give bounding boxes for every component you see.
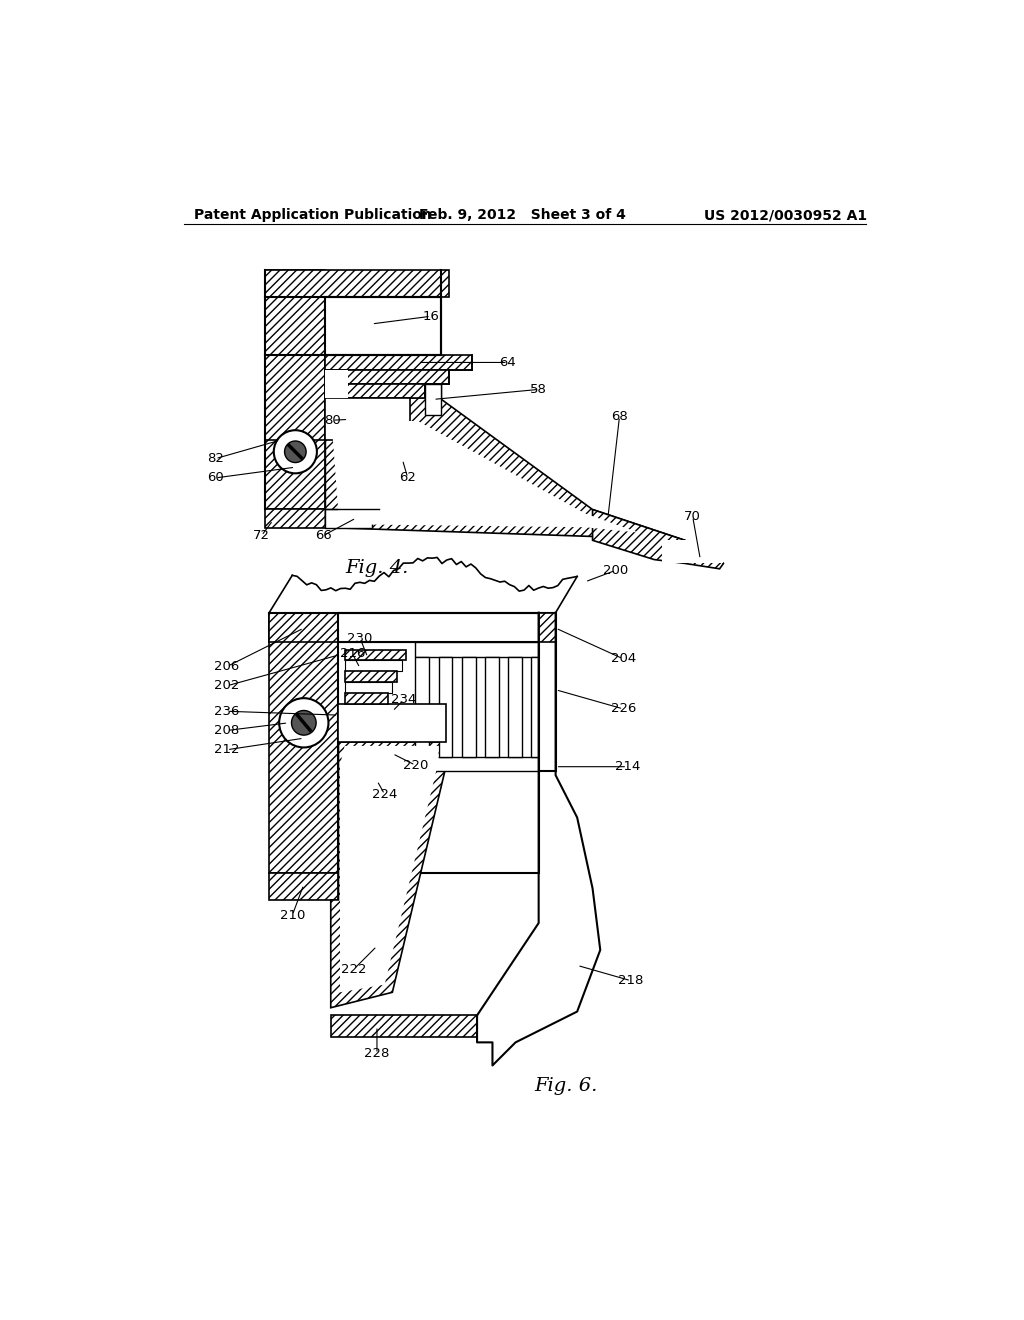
Circle shape [280, 698, 329, 747]
Bar [269, 612, 539, 642]
Polygon shape [332, 421, 639, 533]
Text: 16: 16 [423, 310, 439, 323]
Bar [508, 657, 521, 758]
Text: 82: 82 [207, 453, 223, 465]
Text: Fig. 6.: Fig. 6. [534, 1077, 597, 1096]
Bar [345, 649, 407, 660]
Text: 66: 66 [314, 529, 332, 543]
Bar [438, 657, 453, 758]
Polygon shape [326, 397, 685, 552]
Text: US 2012/0030952 A1: US 2012/0030952 A1 [705, 209, 867, 223]
Bar [265, 508, 379, 528]
Bar [265, 441, 326, 508]
Text: 234: 234 [391, 693, 417, 706]
Text: 228: 228 [365, 1047, 390, 1060]
Text: Patent Application Publication: Patent Application Publication [194, 209, 431, 223]
Text: 62: 62 [399, 471, 416, 484]
Text: 68: 68 [611, 409, 628, 422]
Bar [462, 657, 475, 758]
Circle shape [292, 710, 316, 735]
Bar [484, 657, 499, 758]
Text: Feb. 9, 2012   Sheet 3 of 4: Feb. 9, 2012 Sheet 3 of 4 [419, 209, 627, 223]
Bar [269, 612, 339, 873]
Bar [265, 271, 326, 508]
Bar [326, 397, 410, 441]
Text: 214: 214 [614, 760, 640, 774]
Text: 70: 70 [684, 510, 701, 523]
Bar [326, 370, 348, 384]
Bar [539, 612, 556, 642]
Bar [416, 642, 539, 657]
Bar [416, 657, 429, 758]
Bar [265, 271, 449, 297]
Text: 230: 230 [347, 631, 373, 644]
Text: 224: 224 [372, 788, 397, 801]
Bar [331, 1015, 477, 1038]
Bar [326, 384, 425, 397]
Bar [339, 642, 539, 873]
Bar [326, 508, 372, 528]
Circle shape [273, 430, 316, 474]
Text: 218: 218 [618, 974, 644, 987]
Bar [345, 671, 397, 682]
Bar [416, 758, 539, 771]
Text: 80: 80 [324, 413, 341, 426]
Text: 212: 212 [214, 743, 240, 756]
Bar [662, 540, 724, 564]
Text: 220: 220 [402, 759, 428, 772]
Bar [539, 612, 556, 771]
Circle shape [285, 441, 306, 462]
Text: 72: 72 [253, 529, 270, 543]
Text: 210: 210 [280, 908, 305, 921]
Text: 226: 226 [610, 702, 636, 715]
Text: 222: 222 [341, 962, 367, 975]
Bar [425, 384, 441, 397]
Bar [326, 370, 449, 384]
Bar [326, 297, 441, 355]
Text: 60: 60 [207, 471, 223, 484]
Bar [326, 384, 348, 397]
Text: 202: 202 [214, 680, 240, 693]
Bar [425, 384, 441, 414]
Bar [345, 660, 401, 671]
Polygon shape [331, 742, 446, 1007]
Text: 216: 216 [340, 647, 365, 660]
Text: 236: 236 [214, 705, 240, 718]
Text: 64: 64 [500, 356, 516, 370]
Bar [339, 704, 446, 742]
Bar [269, 612, 539, 642]
Text: 58: 58 [530, 383, 547, 396]
Bar [269, 873, 339, 900]
Polygon shape [340, 746, 438, 993]
Text: 204: 204 [610, 652, 636, 665]
Text: 208: 208 [214, 723, 240, 737]
Text: 200: 200 [603, 564, 629, 577]
Text: 206: 206 [214, 660, 240, 673]
Bar [531, 657, 545, 758]
Polygon shape [593, 510, 724, 569]
Bar [326, 355, 472, 370]
Bar [345, 693, 388, 704]
Text: Fig. 4.: Fig. 4. [345, 558, 409, 577]
Bar [339, 612, 539, 642]
Bar [345, 682, 392, 693]
